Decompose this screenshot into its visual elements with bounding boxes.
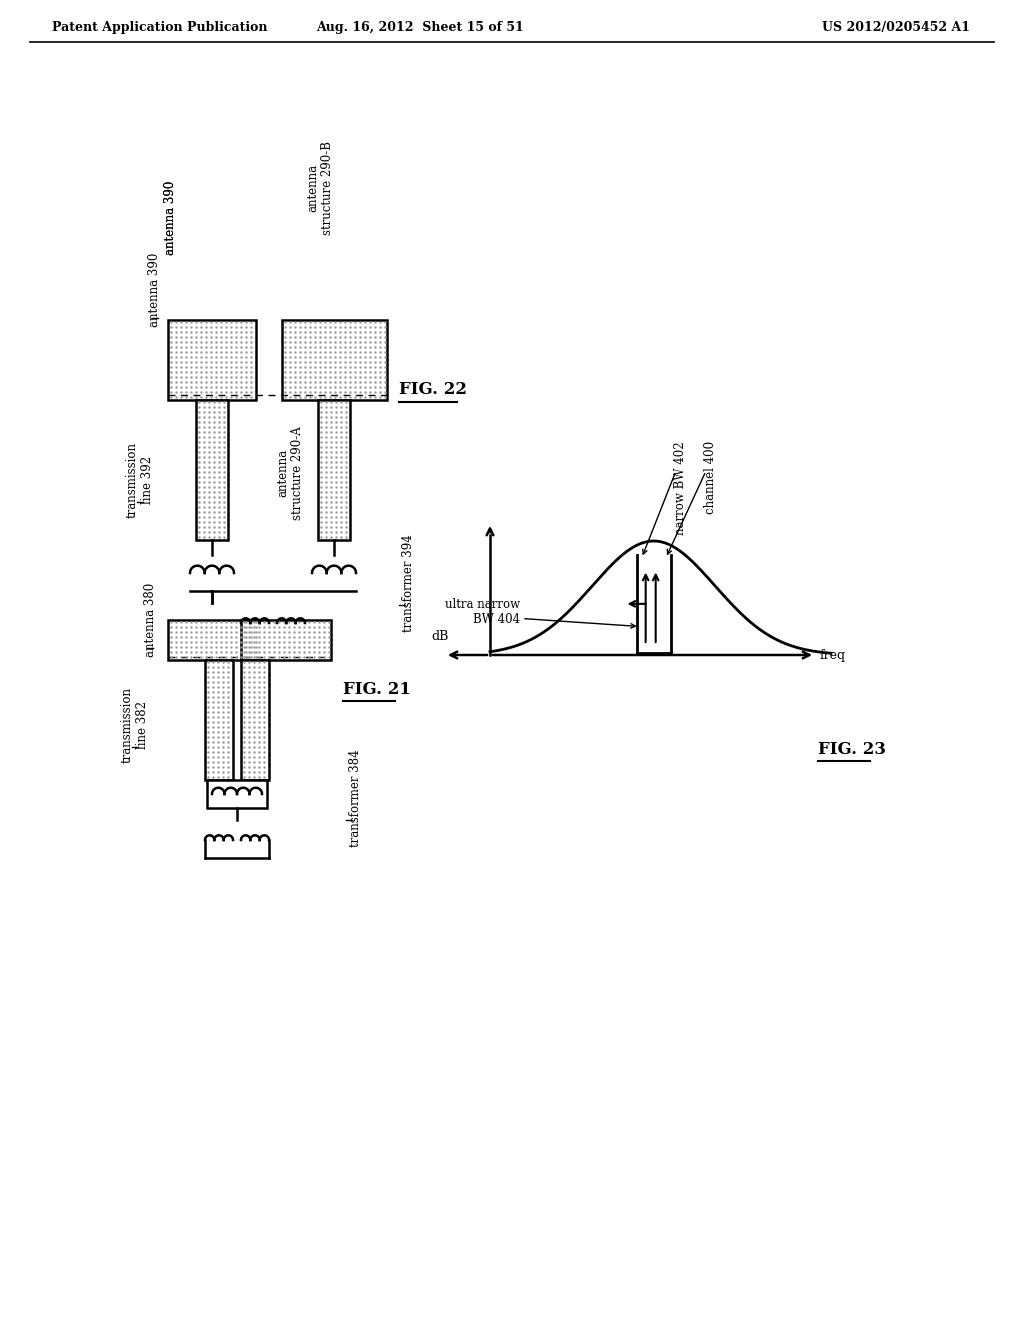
Bar	[318, 400, 350, 540]
Text: FIG. 23: FIG. 23	[818, 742, 886, 759]
Bar	[196, 400, 228, 540]
Text: antenna 390: antenna 390	[164, 181, 176, 255]
Text: Aug. 16, 2012  Sheet 15 of 51: Aug. 16, 2012 Sheet 15 of 51	[316, 21, 524, 33]
Text: transmission
line 382: transmission line 382	[121, 686, 150, 763]
Bar	[241, 660, 269, 780]
Text: transmission
line 392: transmission line 392	[126, 442, 154, 517]
Bar	[241, 620, 331, 660]
Text: US 2012/0205452 A1: US 2012/0205452 A1	[822, 21, 970, 33]
Text: dB: dB	[431, 630, 449, 643]
Bar	[205, 660, 233, 780]
Bar	[207, 780, 267, 808]
Text: antenna 390: antenna 390	[164, 181, 176, 255]
Text: antenna 380: antenna 380	[143, 583, 157, 657]
Text: antenna
structure 290-A: antenna structure 290-A	[276, 426, 304, 520]
Text: FIG. 22: FIG. 22	[399, 381, 467, 399]
Text: antenna
structure 290-B: antenna structure 290-B	[306, 141, 334, 235]
Text: antenna 390: antenna 390	[148, 253, 162, 327]
Text: freq: freq	[820, 648, 846, 661]
Text: Patent Application Publication: Patent Application Publication	[52, 21, 267, 33]
Bar	[168, 319, 256, 400]
Text: FIG. 21: FIG. 21	[343, 681, 411, 698]
Bar	[282, 319, 387, 400]
Text: narrow BW 402: narrow BW 402	[675, 441, 687, 535]
Text: ultra narrow
BW 404: ultra narrow BW 404	[444, 598, 520, 626]
Text: transformer 394: transformer 394	[402, 535, 415, 632]
Text: transformer 384: transformer 384	[349, 750, 362, 847]
Bar	[168, 620, 261, 660]
Text: channel 400: channel 400	[705, 441, 718, 513]
